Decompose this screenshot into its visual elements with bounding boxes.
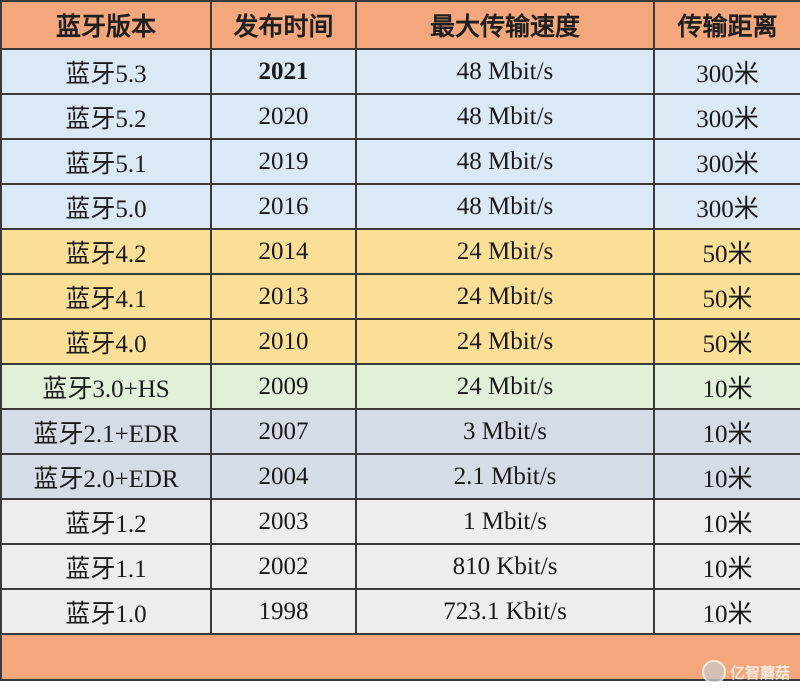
year-cell: 2019 — [210, 138, 357, 185]
version-cell: 蓝牙5.0 — [0, 183, 212, 230]
range-cell: 300米 — [653, 93, 800, 140]
range-cell: 300米 — [653, 183, 800, 230]
header-range: 传输距离 — [653, 0, 800, 50]
version-cell: 蓝牙4.1 — [0, 273, 212, 320]
speed-cell: 3 Mbit/s — [355, 408, 655, 455]
version-cell: 蓝牙2.0+EDR — [0, 453, 212, 500]
speed-cell: 48 Mbit/s — [355, 93, 655, 140]
table-row: 蓝牙3.0+HS 2009 24 Mbit/s 10米 — [0, 363, 800, 410]
year-cell: 2002 — [210, 543, 357, 590]
table-row: 蓝牙5.0 2016 48 Mbit/s 300米 — [0, 183, 800, 230]
version-cell: 蓝牙2.1+EDR — [0, 408, 212, 455]
watermark-logo-icon — [701, 660, 726, 684]
speed-cell: 48 Mbit/s — [355, 183, 655, 230]
table-row: 蓝牙5.1 2019 48 Mbit/s 300米 — [0, 138, 800, 185]
version-cell: 蓝牙1.1 — [0, 543, 212, 590]
year-cell: 2021 — [210, 48, 357, 95]
range-cell: 50米 — [653, 228, 800, 275]
range-cell: 300米 — [653, 138, 800, 185]
range-cell: 10米 — [653, 408, 800, 455]
version-cell: 蓝牙1.2 — [0, 498, 212, 545]
table-row: 蓝牙4.2 2014 24 Mbit/s 50米 — [0, 228, 800, 275]
version-cell: 蓝牙1.0 — [0, 588, 212, 635]
range-cell: 50米 — [653, 318, 800, 365]
version-cell: 蓝牙4.0 — [0, 318, 212, 365]
range-cell: 10米 — [653, 498, 800, 545]
table-row: 蓝牙5.3 2021 48 Mbit/s 300米 — [0, 48, 800, 95]
footer-band — [0, 633, 800, 681]
table-row: 蓝牙4.0 2010 24 Mbit/s 50米 — [0, 318, 800, 365]
version-cell: 蓝牙5.3 — [0, 48, 212, 95]
version-cell: 蓝牙5.1 — [0, 138, 212, 185]
table-row: 蓝牙2.1+EDR 2007 3 Mbit/s 10米 — [0, 408, 800, 455]
speed-cell: 2.1 Mbit/s — [355, 453, 655, 500]
header-version: 蓝牙版本 — [0, 0, 212, 50]
watermark: 亿智蘑菇 — [701, 660, 790, 684]
header-max-speed: 最大传输速度 — [355, 0, 655, 50]
speed-cell: 24 Mbit/s — [355, 228, 655, 275]
speed-cell: 48 Mbit/s — [355, 138, 655, 185]
table-row: 蓝牙5.2 2020 48 Mbit/s 300米 — [0, 93, 800, 140]
speed-cell: 723.1 Kbit/s — [355, 588, 655, 635]
range-cell: 10米 — [653, 363, 800, 410]
year-cell: 2016 — [210, 183, 357, 230]
year-cell: 1998 — [210, 588, 357, 635]
watermark-text: 亿智蘑菇 — [729, 663, 790, 682]
footer-cell — [0, 633, 800, 681]
table-row: 蓝牙1.1 2002 810 Kbit/s 10米 — [0, 543, 800, 590]
version-cell: 蓝牙5.2 — [0, 93, 212, 140]
table-row: 蓝牙1.0 1998 723.1 Kbit/s 10米 — [0, 588, 800, 635]
range-cell: 50米 — [653, 273, 800, 320]
year-cell: 2003 — [210, 498, 357, 545]
year-cell: 2004 — [210, 453, 357, 500]
year-cell: 2009 — [210, 363, 357, 410]
year-cell: 2013 — [210, 273, 357, 320]
speed-cell: 24 Mbit/s — [355, 273, 655, 320]
table-row: 蓝牙2.0+EDR 2004 2.1 Mbit/s 10米 — [0, 453, 800, 500]
year-cell: 2007 — [210, 408, 357, 455]
year-cell: 2014 — [210, 228, 357, 275]
range-cell: 300米 — [653, 48, 800, 95]
range-cell: 10米 — [653, 543, 800, 590]
speed-cell: 48 Mbit/s — [355, 48, 655, 95]
version-cell: 蓝牙3.0+HS — [0, 363, 212, 410]
table-row: 蓝牙1.2 2003 1 Mbit/s 10米 — [0, 498, 800, 545]
header-release-date: 发布时间 — [210, 0, 357, 50]
range-cell: 10米 — [653, 453, 800, 500]
version-cell: 蓝牙4.2 — [0, 228, 212, 275]
speed-cell: 1 Mbit/s — [355, 498, 655, 545]
speed-cell: 24 Mbit/s — [355, 318, 655, 365]
range-cell: 10米 — [653, 588, 800, 635]
header-row: 蓝牙版本 发布时间 最大传输速度 传输距离 — [0, 0, 800, 50]
speed-cell: 24 Mbit/s — [355, 363, 655, 410]
speed-cell: 810 Kbit/s — [355, 543, 655, 590]
year-cell: 2010 — [210, 318, 357, 365]
table-row: 蓝牙4.1 2013 24 Mbit/s 50米 — [0, 273, 800, 320]
year-cell: 2020 — [210, 93, 357, 140]
